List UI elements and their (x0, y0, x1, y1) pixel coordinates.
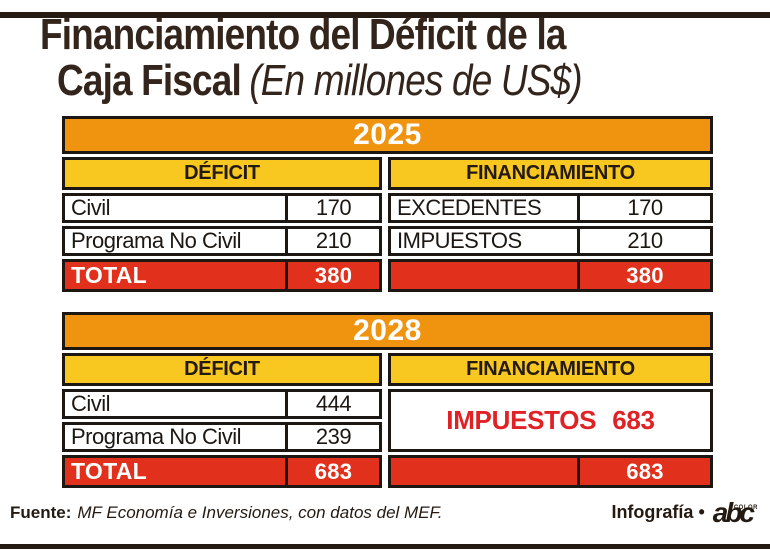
financing-header-label: FINANCIAMIENTO (466, 162, 635, 184)
data-rows-2028: Civil 444 Programa No Civil 239 IMPUESTO… (62, 389, 713, 452)
total-row: TOTAL 380 380 (62, 259, 713, 292)
row-value: 444 (285, 391, 379, 416)
deficit-header-label: DÉFICIT (184, 358, 260, 380)
title-line-2-bold: Caja Fiscal (57, 56, 242, 105)
total-label: TOTAL (71, 262, 148, 288)
source-label: Fuente: (10, 502, 72, 522)
abc-color-logo: abc COLOR (713, 498, 758, 526)
header-row: DÉFICIT FINANCIAMIENTO (62, 157, 713, 190)
footer: Fuente: MF Economía e Inversiones, con da… (10, 498, 758, 526)
financing-merged-cell: IMPUESTOS 683 (388, 389, 713, 452)
merged-value: 683 (612, 405, 655, 435)
total-deficit-cell: TOTAL 683 (62, 455, 382, 488)
financing-cell-impuestos: IMPUESTOS 210 (388, 226, 713, 256)
row-label: Programa No Civil (71, 424, 242, 449)
total-deficit-cell: TOTAL 380 (62, 259, 382, 292)
abc-logo-color-tag: COLOR (733, 504, 758, 511)
title-line-1: Financiamiento del Déficit de la (40, 10, 566, 59)
deficit-cell-civil: Civil 170 (62, 193, 382, 223)
total-label-empty (391, 458, 577, 485)
table-2025: 2025 DÉFICIT FINANCIAMIENTO Civil 170 EX… (62, 116, 713, 292)
source-text: MF Economía e Inversiones, con datos del… (77, 502, 443, 522)
infographic-title: Financiamiento del Déficit de la Caja Fi… (40, 12, 770, 104)
total-row: TOTAL 683 683 (62, 455, 713, 488)
row-label: Programa No Civil (71, 228, 242, 253)
row-value: 239 (285, 424, 379, 449)
row-label: IMPUESTOS (397, 228, 522, 253)
row-label: Civil (71, 195, 111, 220)
total-value: 683 (285, 458, 379, 485)
year-label: 2028 (353, 314, 422, 347)
header-row: DÉFICIT FINANCIAMIENTO (62, 353, 713, 386)
row-label: EXCEDENTES (397, 195, 542, 220)
total-label: TOTAL (71, 458, 148, 484)
top-rule (0, 12, 770, 18)
total-value: 380 (577, 262, 710, 289)
credit-label: Infografía • (611, 502, 705, 522)
bottom-rule (0, 544, 770, 549)
total-financing-cell: 683 (388, 455, 713, 488)
total-value: 380 (285, 262, 379, 289)
row-label: Civil (71, 391, 111, 416)
row-value: 210 (285, 228, 379, 253)
deficit-cell-civil: Civil 444 (62, 389, 382, 419)
title-units: (En millones de US$) (249, 56, 582, 105)
deficit-header-label: DÉFICIT (184, 162, 260, 184)
table-row: Programa No Civil 210 IMPUESTOS 210 (62, 226, 713, 256)
deficit-header-cell: DÉFICIT (62, 353, 382, 386)
merged-label: IMPUESTOS (446, 405, 597, 435)
year-band-2028: 2028 (62, 312, 713, 350)
deficit-cell-programa: Programa No Civil 210 (62, 226, 382, 256)
deficit-rows-stack: Civil 444 Programa No Civil 239 (62, 389, 388, 452)
abc-logo-text: abc (712, 496, 755, 528)
table-2028: 2028 DÉFICIT FINANCIAMIENTO Civil 444 Pr… (62, 312, 713, 488)
total-financing-cell: 380 (388, 259, 713, 292)
credit-line: Infografía • abc COLOR (611, 498, 758, 526)
table-row: Civil 170 EXCEDENTES 170 (62, 193, 713, 223)
financing-header-cell: FINANCIAMIENTO (388, 353, 713, 386)
row-value: 210 (577, 228, 710, 253)
financing-header-label: FINANCIAMIENTO (466, 358, 635, 380)
year-band-2025: 2025 (62, 116, 713, 154)
row-value: 170 (285, 195, 379, 220)
source-line: Fuente: MF Economía e Inversiones, con da… (10, 503, 442, 523)
year-label: 2025 (353, 118, 422, 151)
total-value: 683 (577, 458, 710, 485)
deficit-header-cell: DÉFICIT (62, 157, 382, 190)
financing-cell-excedentes: EXCEDENTES 170 (388, 193, 713, 223)
row-value: 170 (577, 195, 710, 220)
total-label-empty (391, 262, 577, 289)
financing-header-cell: FINANCIAMIENTO (388, 157, 713, 190)
deficit-cell-programa: Programa No Civil 239 (62, 422, 382, 452)
title-line-2: Caja Fiscal (En millones de US$) (57, 58, 656, 104)
